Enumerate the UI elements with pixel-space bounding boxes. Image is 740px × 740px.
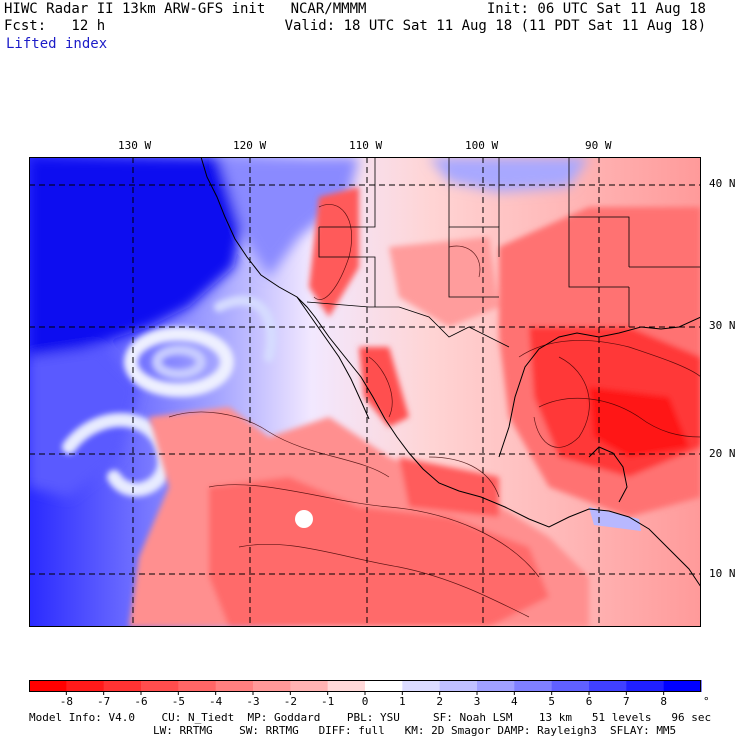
colorbar-unit: °C bbox=[703, 695, 709, 708]
stable-air-region bbox=[29, 157, 589, 497]
colorbar-tick-label: 7 bbox=[623, 695, 630, 708]
lon-label-120w: 120 W bbox=[233, 139, 267, 152]
colorbar-swatch bbox=[365, 680, 403, 692]
lat-lon-grid bbox=[29, 157, 701, 627]
stable-spot bbox=[295, 510, 313, 528]
colorbar-swatch bbox=[663, 680, 702, 692]
colorbar-swatch bbox=[103, 680, 142, 692]
colorbar-tick-label: -5 bbox=[172, 695, 185, 708]
colorbar-swatch bbox=[178, 680, 217, 692]
lat-label-30n: 30 N bbox=[709, 319, 736, 332]
colorbar-swatch bbox=[327, 680, 366, 692]
init-time: Init: 06 UTC Sat 11 Aug 18 bbox=[486, 1, 706, 17]
colorbar-swatch bbox=[29, 680, 67, 692]
colorbar-tick-label: -3 bbox=[246, 695, 259, 708]
colorbar-swatch bbox=[551, 680, 590, 692]
colorbar-tick-label: -2 bbox=[284, 695, 297, 708]
colorbar-frame bbox=[29, 680, 701, 692]
colorbar-tick-label: 8 bbox=[660, 695, 667, 708]
colorbar-swatch bbox=[215, 680, 254, 692]
valid-time: Valid: 18 UTC Sat 11 Aug 18 (11 PDT Sat … bbox=[284, 18, 706, 34]
lon-label-130w: 130 W bbox=[118, 139, 152, 152]
colorbar-tick-label: -8 bbox=[60, 695, 73, 708]
colorbar-tick-label: 6 bbox=[586, 695, 593, 708]
lifted-index-map bbox=[29, 157, 701, 627]
colorbar-tick-label: 3 bbox=[474, 695, 481, 708]
colorbar-swatch bbox=[477, 680, 515, 692]
colorbar-tick-label: -4 bbox=[209, 695, 223, 708]
lon-label-90w: 90 W bbox=[585, 139, 612, 152]
field-name: Lifted index bbox=[6, 36, 108, 52]
model-info-line2: LW: RRTMG SW: RRTMG DIFF: full KM: 2D Sm… bbox=[153, 724, 677, 737]
colorbar-swatch bbox=[402, 680, 441, 692]
title-left-line1: HIWC Radar II 13km ARW-GFS init NCAR/MMM… bbox=[4, 1, 367, 17]
colorbar-tick-label: 0 bbox=[362, 695, 369, 708]
colorbar: -8 -7 -6 -5 -4 -3 -2 -1 0 1 2 3 4 5 6 7 8 °C bbox=[29, 680, 716, 712]
colorbar-swatch bbox=[439, 680, 478, 692]
colorbar-tick-label: 4 bbox=[511, 695, 518, 708]
coastlines bbox=[200, 157, 701, 588]
colorbar-tick-label: 1 bbox=[399, 695, 406, 708]
colorbar-swatch bbox=[589, 680, 627, 692]
colorbar-swatch bbox=[514, 680, 553, 692]
colorbar-tick-label: -7 bbox=[97, 695, 110, 708]
colorbar-swatch bbox=[66, 680, 105, 692]
gulf-stable-strip bbox=[589, 507, 641, 531]
lat-label-20n: 20 N bbox=[709, 447, 736, 460]
lat-label-40n: 40 N bbox=[709, 177, 736, 190]
map-frame bbox=[29, 157, 701, 627]
colorbar-tick-label: -6 bbox=[134, 695, 147, 708]
colorbar-tick-label: 5 bbox=[548, 695, 555, 708]
colorbar-tick-label: 2 bbox=[436, 695, 443, 708]
colorbar-swatch bbox=[253, 680, 291, 692]
colorbar-tick-label: -1 bbox=[321, 695, 334, 708]
colorbar-swatch bbox=[290, 680, 329, 692]
lon-label-100w: 100 W bbox=[465, 139, 499, 152]
forecast-hour: Fcst: 12 h bbox=[4, 18, 106, 34]
contour-lines bbox=[168, 204, 701, 618]
colorbar-swatch bbox=[626, 680, 665, 692]
unstable-air-regions bbox=[129, 187, 701, 627]
lat-label-10n: 10 N bbox=[709, 567, 736, 580]
model-info-line1: Model Info: V4.0 CU: N_Tiedt MP: Goddard… bbox=[29, 711, 712, 724]
colorbar-swatch bbox=[141, 680, 179, 692]
lon-label-110w: 110 W bbox=[349, 139, 383, 152]
